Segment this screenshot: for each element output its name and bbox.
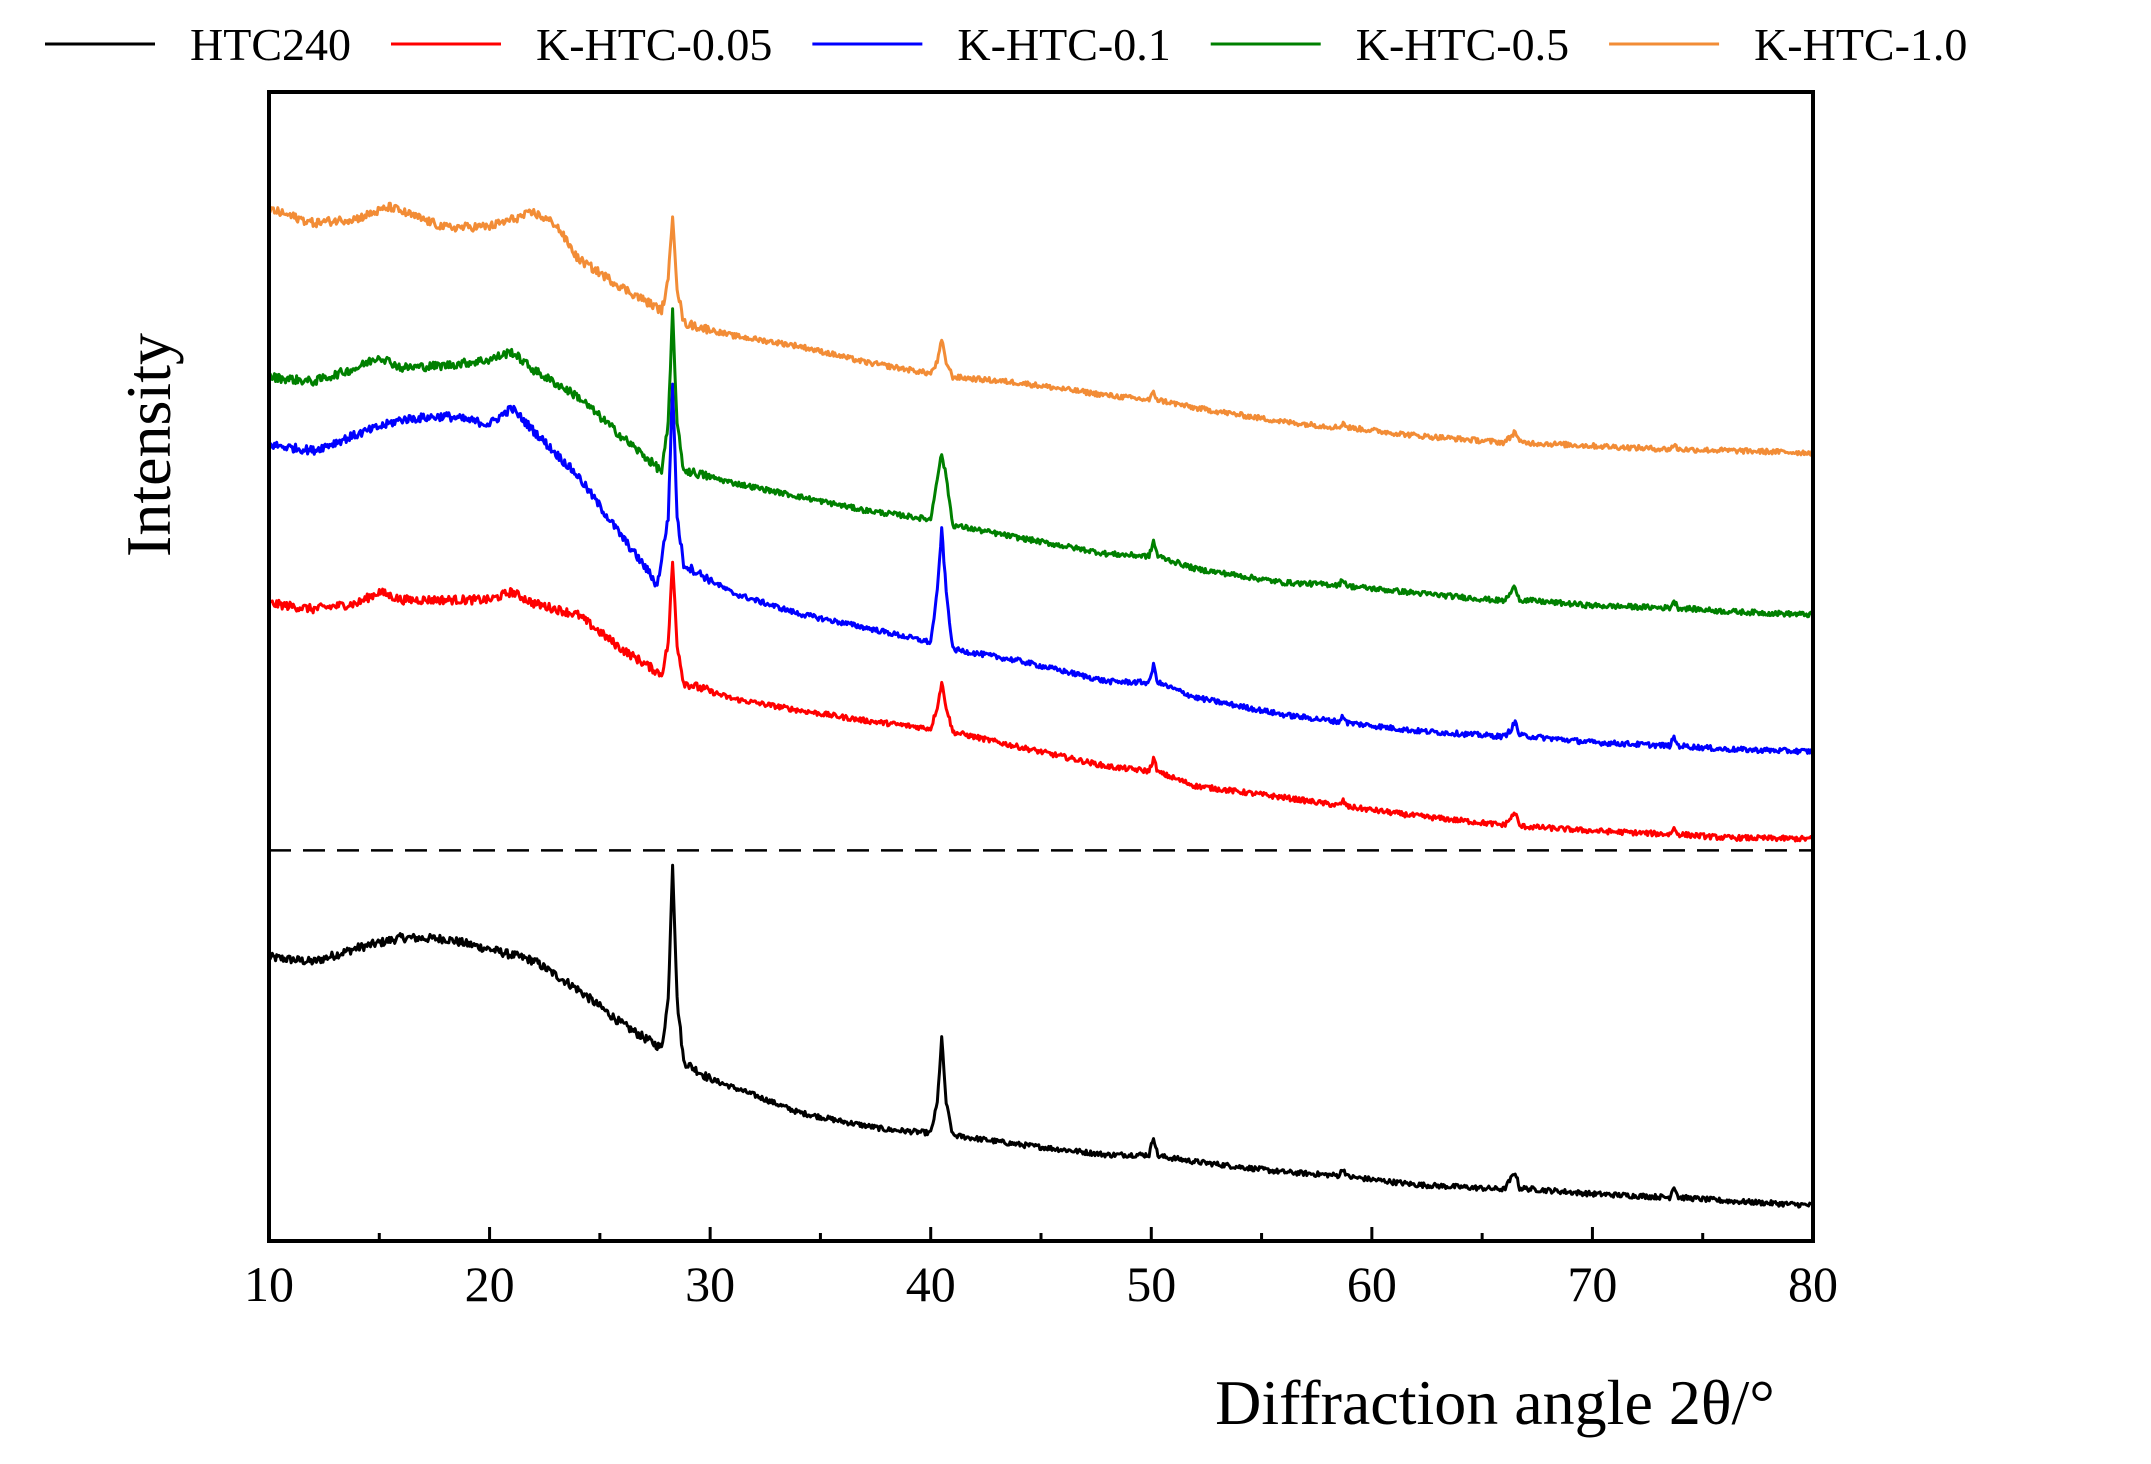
- x-tick-label: 30: [685, 1256, 735, 1312]
- x-tick-label: 50: [1126, 1256, 1176, 1312]
- x-tick-label: 60: [1347, 1256, 1397, 1312]
- legend: HTC240 K-HTC-0.05 K-HTC-0.1 K-HTC-0.5 K-HTC-…: [45, 19, 1967, 70]
- legend-label: HTC240: [190, 19, 351, 70]
- series-line-k-htc-1-0: [267, 201, 1815, 457]
- series-line-k-htc-0-05: [267, 560, 1814, 843]
- x-axis-ticks: 10 20 30 40 50 60 70 80: [244, 1227, 1838, 1312]
- x-tick-label: 20: [465, 1256, 515, 1312]
- x-tick-label: 70: [1567, 1256, 1617, 1312]
- series-line-k-htc-0-1: [268, 382, 1815, 756]
- x-axis-title: Diffraction angle 2θ/°: [1215, 1367, 1775, 1438]
- plot-series: [267, 201, 1815, 1209]
- series-line-htc240: [267, 863, 1814, 1209]
- y-axis-title: Intensity: [113, 333, 184, 557]
- series-line-k-htc-0-5: [267, 307, 1814, 619]
- legend-label: K-HTC-0.1: [957, 19, 1170, 70]
- legend-label: K-HTC-0.05: [536, 19, 772, 70]
- legend-label: K-HTC-1.0: [1754, 19, 1967, 70]
- x-tick-label: 80: [1788, 1256, 1838, 1312]
- x-tick-label: 40: [906, 1256, 956, 1312]
- legend-label: K-HTC-0.5: [1356, 19, 1569, 70]
- x-tick-label: 10: [244, 1256, 294, 1312]
